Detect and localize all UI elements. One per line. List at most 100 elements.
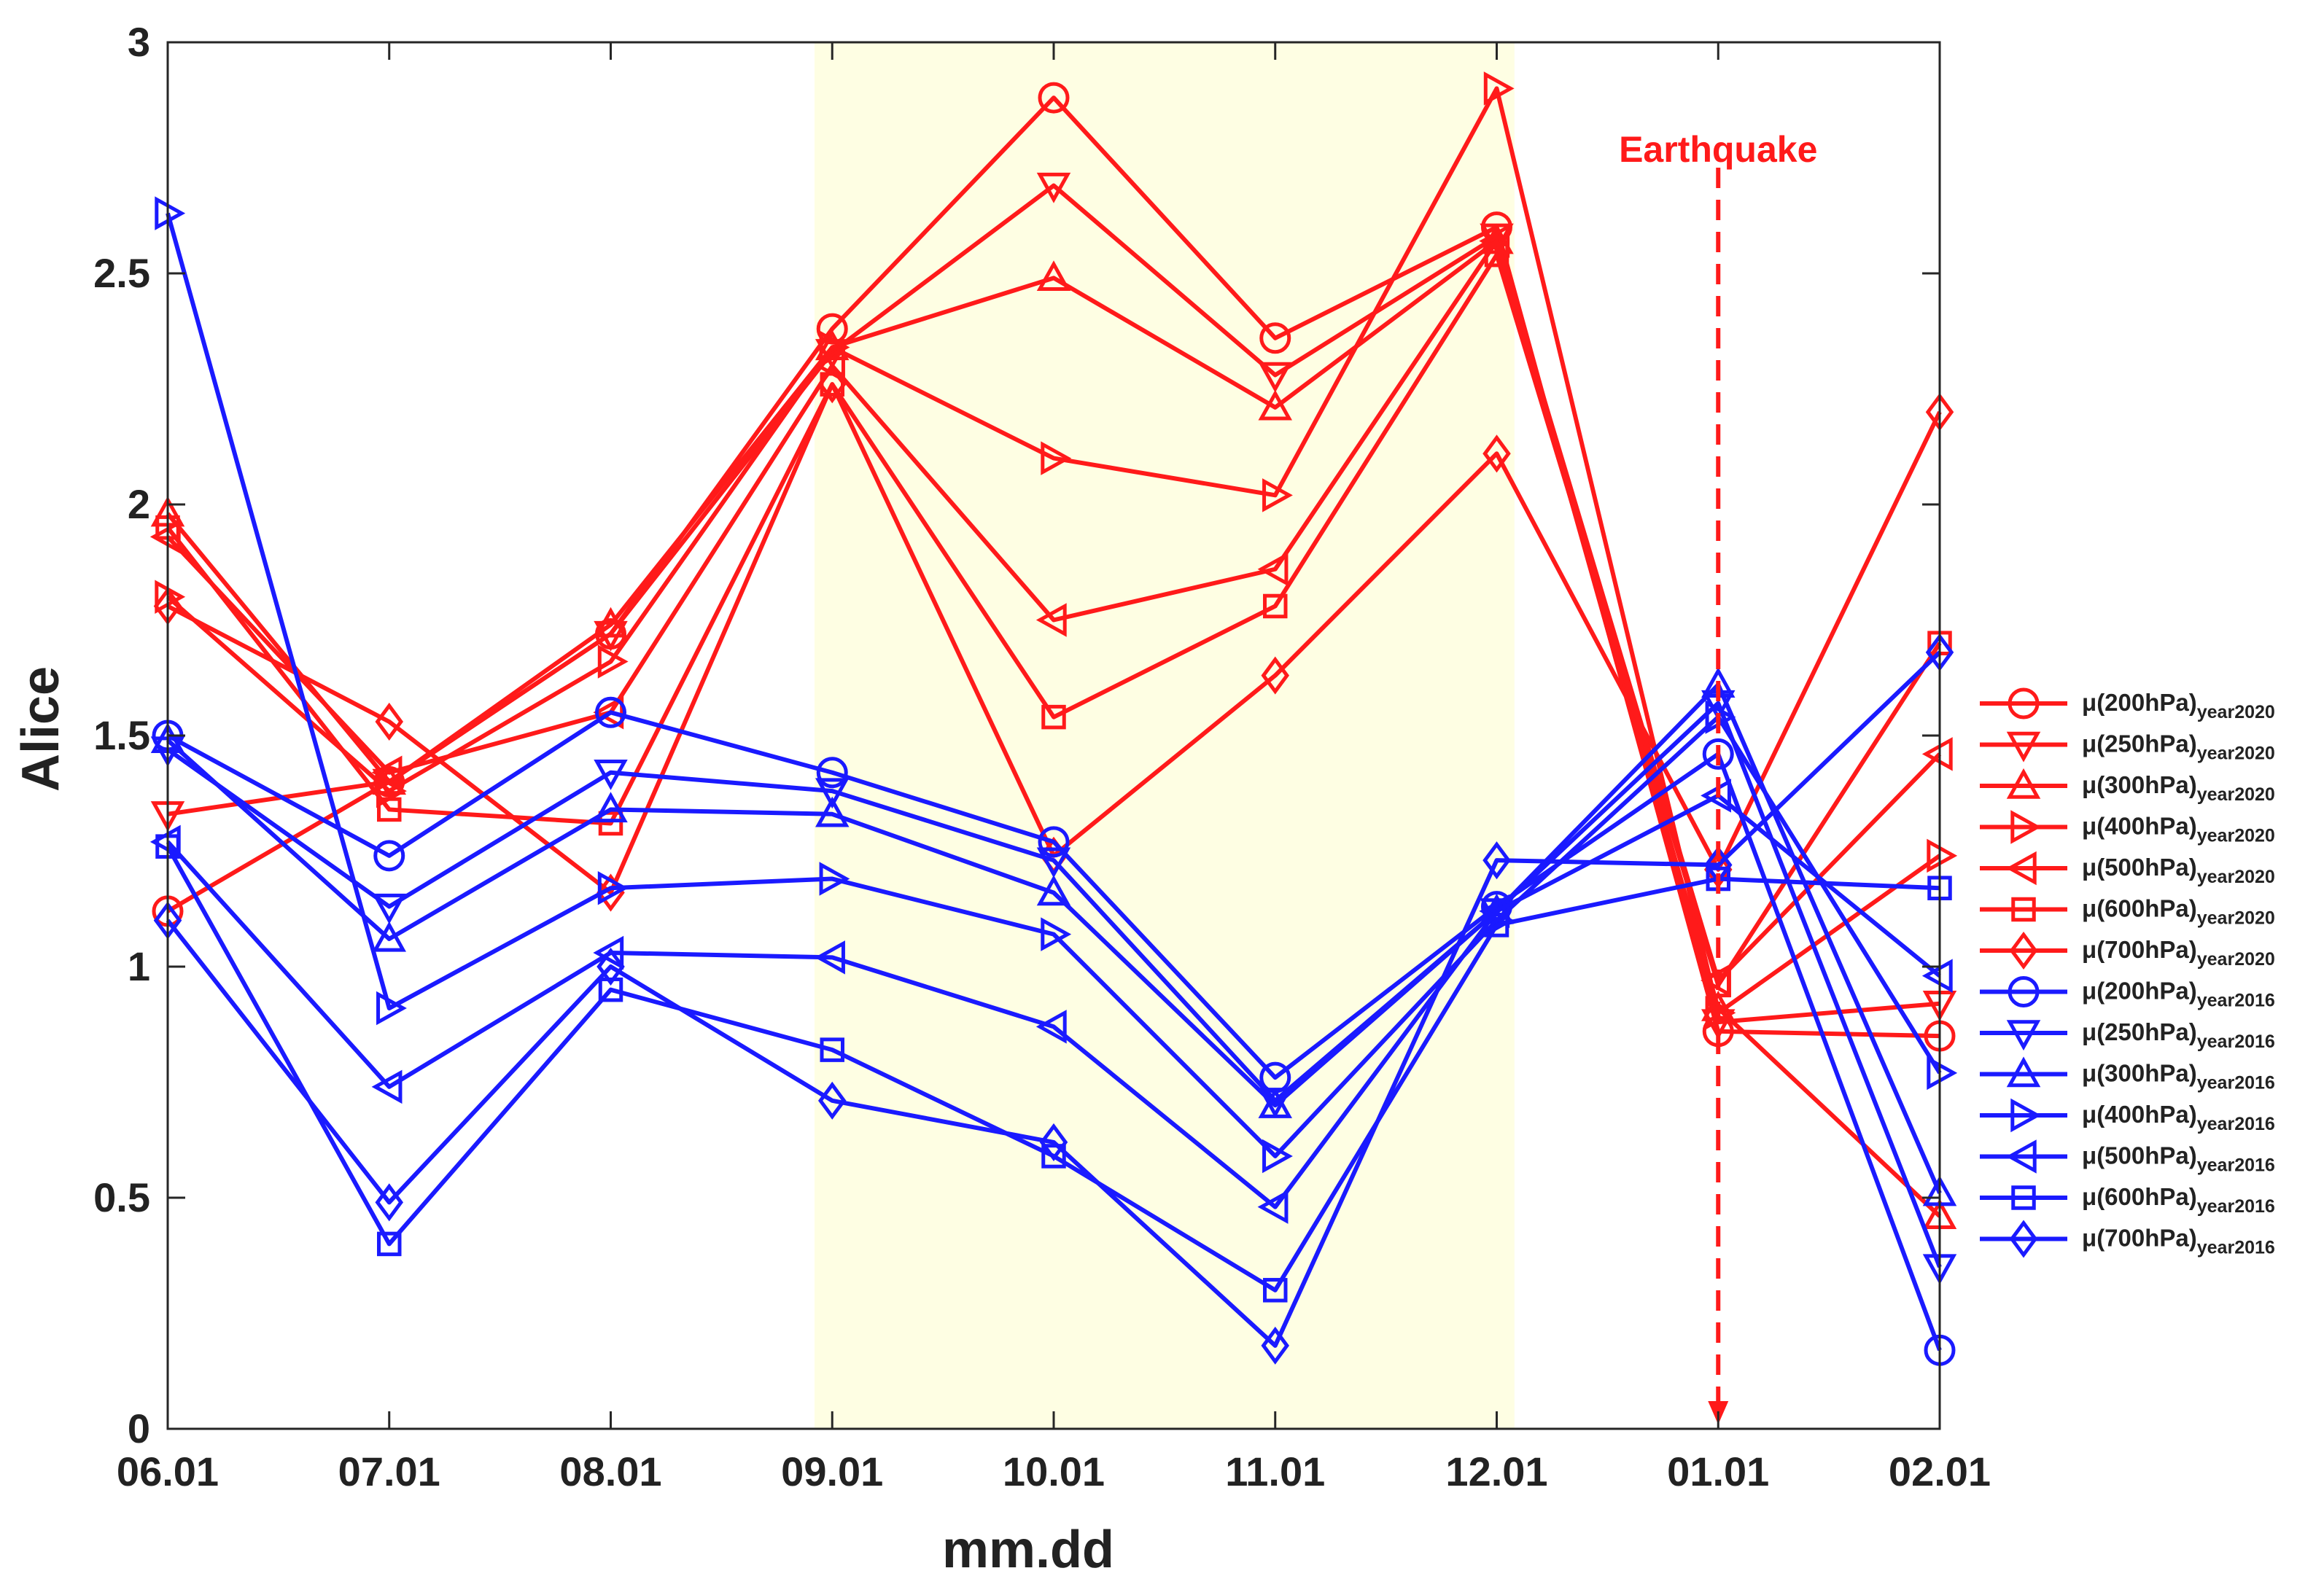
legend-marker — [2010, 810, 2042, 844]
legend-label-subscript: year2020 — [2197, 826, 2275, 846]
earthquake-label: Earthquake — [1619, 129, 1817, 170]
data-point — [1927, 1056, 1958, 1091]
legend-label-main: μ(400hPa) — [2082, 813, 2197, 840]
y-tick-label: 3 — [128, 19, 150, 65]
legend-item: μ(700hPa)year2020 — [1980, 931, 2275, 970]
data-point — [155, 196, 186, 230]
y-tick-label: 0 — [128, 1405, 150, 1451]
legend-label: μ(600hPa)year2020 — [2082, 895, 2275, 929]
legend-label: μ(300hPa)year2016 — [2082, 1060, 2275, 1093]
x-tick-label: 02.01 — [1889, 1448, 1991, 1494]
data-point — [817, 1081, 847, 1120]
legend-label-subscript: year2020 — [2197, 867, 2275, 887]
legend-label-subscript: year2016 — [2197, 1032, 2275, 1052]
data-point — [1036, 875, 1071, 906]
series-line — [166, 212, 1942, 1158]
data-point — [816, 757, 848, 789]
data-point — [596, 947, 625, 986]
data-point — [1262, 478, 1293, 512]
legend-item: μ(600hPa)year2016 — [1980, 1183, 2275, 1217]
data-point — [1258, 362, 1292, 393]
legend-label: μ(400hPa)year2020 — [2082, 813, 2275, 846]
legend-marker — [2006, 1020, 2041, 1051]
data-point — [1257, 1190, 1289, 1224]
legend-item: μ(250hPa)year2016 — [1980, 1018, 2275, 1052]
data-point — [1038, 82, 1070, 114]
legend-item: μ(600hPa)year2020 — [1980, 895, 2275, 929]
data-point — [1041, 917, 1072, 951]
data-point — [1480, 223, 1514, 254]
data-point — [1702, 738, 1734, 770]
data-point — [1259, 322, 1291, 354]
data-point — [1479, 224, 1510, 258]
series-line — [166, 701, 1942, 1268]
series-line — [166, 793, 1941, 1209]
legend-label-subscript: year2016 — [2197, 1155, 2275, 1176]
x-tick-label: 12.01 — [1445, 1448, 1547, 1494]
legend-label: μ(200hPa)year2020 — [2082, 689, 2275, 722]
legend-marker — [2005, 1139, 2037, 1174]
data-point — [371, 755, 403, 789]
y-axis-title: Alice — [12, 666, 70, 792]
legend-item: μ(200hPa)year2020 — [1980, 687, 2275, 722]
data-point — [1921, 959, 1953, 993]
legend-label: μ(300hPa)year2020 — [2082, 771, 2275, 805]
series-line — [166, 238, 1942, 1218]
data-point — [1261, 1326, 1290, 1365]
data-point — [1035, 603, 1067, 637]
legend-label: μ(200hPa)year2016 — [2082, 978, 2275, 1011]
data-point — [1036, 172, 1071, 203]
data-point — [1262, 1139, 1293, 1174]
data-point — [1258, 1088, 1292, 1118]
legend-label-main: μ(600hPa) — [2082, 895, 2197, 922]
y-tick-label: 0.5 — [93, 1174, 150, 1220]
data-point — [817, 365, 847, 404]
series-line — [166, 682, 1942, 1194]
data-point — [1482, 434, 1511, 473]
legend-label-main: μ(600hPa) — [2082, 1183, 2197, 1210]
data-point — [372, 921, 406, 952]
series-line — [166, 86, 1941, 1015]
x-tick-label: 06.01 — [117, 1448, 219, 1494]
x-tick-label: 09.01 — [781, 1448, 883, 1494]
legend-marker — [2006, 1056, 2041, 1088]
data-point — [593, 695, 624, 730]
legend-label: μ(600hPa)year2016 — [2082, 1183, 2275, 1217]
data-point — [595, 696, 626, 728]
data-point — [815, 940, 845, 975]
legend-marker — [2011, 897, 2036, 922]
data-point — [815, 796, 850, 827]
data-point — [1921, 737, 1953, 771]
data-point — [1036, 260, 1071, 292]
y-tick-label: 2 — [128, 481, 150, 527]
legend-label-subscript: year2016 — [2197, 1196, 2275, 1217]
data-point — [598, 977, 623, 1002]
legend-label-main: μ(400hPa) — [2082, 1101, 2197, 1128]
x-tick-label: 08.01 — [559, 1448, 661, 1494]
legend-label-subscript: year2016 — [2197, 1114, 2275, 1134]
data-point — [597, 870, 629, 905]
data-point — [1484, 913, 1509, 937]
data-point — [594, 760, 628, 790]
legend-marker — [2005, 851, 2037, 886]
y-tick-label: 1.5 — [93, 712, 150, 758]
legend-marker — [2008, 976, 2040, 1007]
data-point — [1038, 826, 1070, 858]
legend-item: μ(500hPa)year2016 — [1980, 1139, 2275, 1176]
data-point — [1041, 704, 1066, 730]
data-point — [819, 330, 850, 364]
data-point — [815, 778, 850, 809]
data-point — [597, 644, 629, 679]
legend-marker — [2010, 1098, 2042, 1133]
x-axis-title: mm.dd — [942, 1521, 1114, 1579]
legend-item: μ(200hPa)year2016 — [1980, 976, 2275, 1011]
legend-label-subscript: year2016 — [2197, 1073, 2275, 1093]
series-line — [166, 650, 1942, 1348]
legend-label: μ(500hPa)year2016 — [2082, 1142, 2275, 1176]
data-point — [376, 991, 407, 1026]
data-point — [1035, 1010, 1067, 1044]
legend-marker — [2008, 687, 2040, 720]
legend-label-main: μ(300hPa) — [2082, 771, 2197, 798]
legend-label-subscript: year2020 — [2197, 949, 2275, 970]
legend-item: μ(700hPa)year2016 — [1980, 1220, 2275, 1258]
